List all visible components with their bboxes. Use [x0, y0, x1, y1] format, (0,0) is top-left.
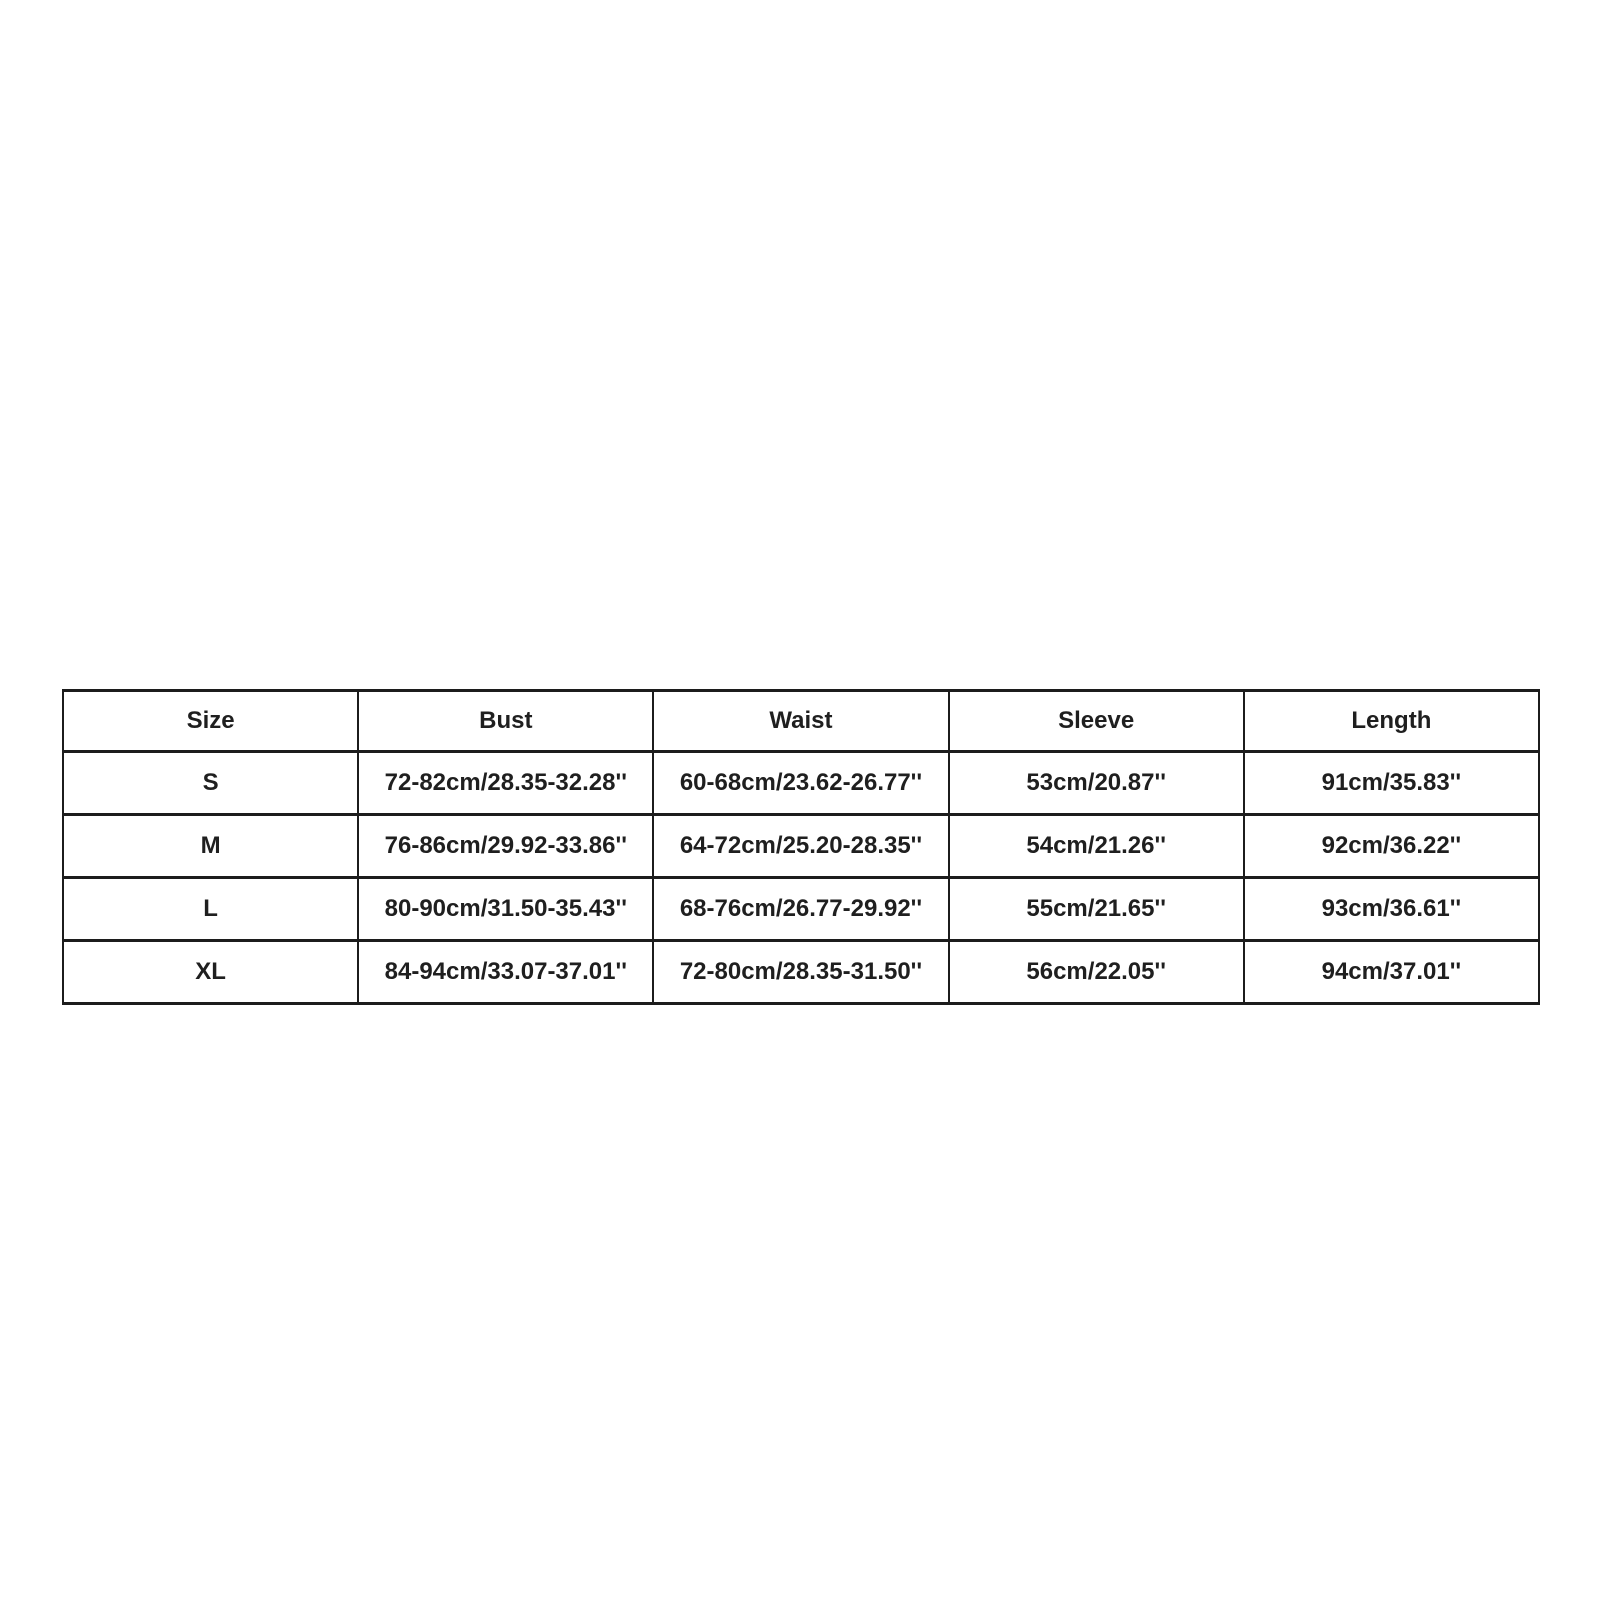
table-row-l: L 80-90cm/31.50-35.43'' 68-76cm/26.77-29…: [61, 876, 1541, 942]
cell-bust: 80-90cm/31.50-35.43'': [357, 876, 655, 942]
cell-size: S: [61, 750, 360, 816]
cell-size: XL: [61, 939, 360, 1005]
cell-sleeve: 53cm/20.87'': [947, 750, 1245, 816]
table-row-s: S 72-82cm/28.35-32.28'' 60-68cm/23.62-26…: [61, 750, 1541, 816]
header-cell-size: Size: [61, 689, 360, 753]
cell-bust: 72-82cm/28.35-32.28'': [357, 750, 655, 816]
cell-sleeve: 55cm/21.65'': [947, 876, 1245, 942]
header-cell-length: Length: [1242, 689, 1541, 753]
cell-sleeve: 54cm/21.26'': [947, 813, 1245, 879]
cell-waist: 64-72cm/25.20-28.35'': [652, 813, 950, 879]
cell-waist: 68-76cm/26.77-29.92'': [652, 876, 950, 942]
cell-length: 91cm/35.83'': [1242, 750, 1541, 816]
header-row: Size Bust Waist Sleeve Length: [61, 689, 1541, 753]
size-chart-header: Size Bust Waist Sleeve Length: [61, 689, 1541, 753]
cell-length: 94cm/37.01'': [1242, 939, 1541, 1005]
cell-waist: 72-80cm/28.35-31.50'': [652, 939, 950, 1005]
cell-length: 93cm/36.61'': [1242, 876, 1541, 942]
cell-length: 92cm/36.22'': [1242, 813, 1541, 879]
header-cell-bust: Bust: [357, 689, 655, 753]
cell-bust: 84-94cm/33.07-37.01'': [357, 939, 655, 1005]
cell-size: M: [61, 813, 360, 879]
table-row-m: M 76-86cm/29.92-33.86'' 64-72cm/25.20-28…: [61, 813, 1541, 879]
cell-bust: 76-86cm/29.92-33.86'': [357, 813, 655, 879]
header-cell-sleeve: Sleeve: [947, 689, 1245, 753]
cell-size: L: [61, 876, 360, 942]
cell-waist: 60-68cm/23.62-26.77'': [652, 750, 950, 816]
size-chart-body: S 72-82cm/28.35-32.28'' 60-68cm/23.62-26…: [61, 750, 1541, 1005]
size-chart-table: Size Bust Waist Sleeve Length S 72-82cm/…: [61, 689, 1541, 1005]
table-row-xl: XL 84-94cm/33.07-37.01'' 72-80cm/28.35-3…: [61, 939, 1541, 1005]
cell-sleeve: 56cm/22.05'': [947, 939, 1245, 1005]
header-cell-waist: Waist: [652, 689, 950, 753]
